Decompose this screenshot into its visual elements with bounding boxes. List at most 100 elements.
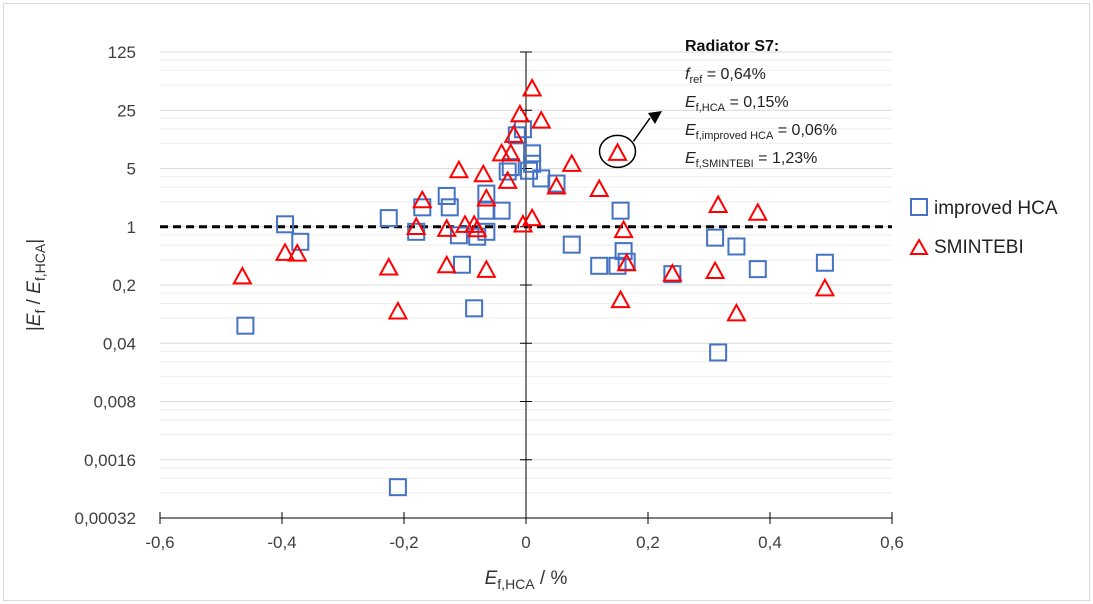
annotation-subscript: f,HCA — [696, 102, 726, 114]
annotation-symbol: f — [685, 66, 691, 83]
point-improved-hca — [748, 260, 767, 279]
annotation-symbol: E — [685, 150, 696, 167]
point-smintebi — [589, 178, 610, 197]
annotation-line: Ef,HCA = 0,15% — [685, 94, 789, 114]
axis-labels: Ef,HCA / % |Ef / Ef,HCA| — [24, 239, 567, 592]
point-improved-hca — [388, 478, 407, 497]
annotation-line: Ef,improved HCA = 0,06% — [685, 122, 837, 142]
point-improved-hca — [440, 198, 459, 217]
point-improved-hca — [236, 316, 255, 335]
x-tick-label: 0,6 — [880, 533, 904, 552]
point-smintebi — [503, 124, 524, 143]
point-smintebi — [467, 218, 488, 238]
point-improved-hca — [492, 201, 511, 220]
point-improved-hca — [465, 299, 484, 318]
annotation-title: Radiator S7: — [685, 38, 779, 55]
y-tick-labels: 125 25 5 1 0,2 0,04 0,008 0,0016 0,00032 — [75, 43, 136, 528]
point-improved-hca — [709, 343, 728, 362]
data-points — [232, 77, 836, 497]
point-improved-hca — [452, 255, 471, 274]
point-smintebi — [412, 189, 433, 209]
y-tick-label: 0,04 — [103, 334, 136, 353]
annotation: Radiator S7:fref = 0,64%Ef,HCA = 0,15%Ef… — [598, 38, 837, 170]
point-smintebi — [500, 142, 521, 162]
annotation-value: = 1,23% — [754, 150, 818, 167]
y-axis-label: |Ef / Ef,HCA| — [24, 239, 48, 331]
point-improved-hca — [590, 256, 609, 275]
annotation-subscript: f,improved HCA — [696, 130, 774, 142]
point-smintebi — [607, 142, 628, 161]
x-tick-label: -0,2 — [389, 533, 418, 552]
point-smintebi — [287, 242, 308, 262]
chart-frame — [3, 3, 1090, 601]
highlight-circle — [598, 134, 637, 169]
point-smintebi — [512, 213, 534, 233]
y-tick-label: 0,00032 — [75, 509, 136, 528]
point-smintebi — [610, 289, 631, 309]
y-tick-label: 125 — [108, 43, 136, 62]
annotation-arrowhead — [648, 111, 662, 124]
point-improved-hca — [706, 228, 725, 247]
point-smintebi — [436, 254, 457, 274]
point-smintebi — [521, 77, 543, 97]
point-smintebi — [436, 218, 457, 237]
point-smintebi — [814, 277, 836, 297]
point-smintebi — [546, 175, 567, 195]
point-improved-hca — [437, 186, 456, 205]
legend: improved HCA SMINTEBI — [909, 198, 1058, 258]
point-improved-hca — [523, 144, 542, 163]
point-improved-hca — [611, 201, 630, 220]
legend-marker-improved-hca — [910, 198, 928, 216]
point-improved-hca — [727, 237, 746, 256]
point-smintebi — [448, 159, 470, 179]
x-tick-label: 0,4 — [758, 533, 782, 552]
annotation-line: fref = 0,64% — [685, 66, 766, 86]
point-improved-hca — [608, 256, 627, 275]
point-smintebi — [378, 256, 399, 276]
point-smintebi — [616, 252, 637, 272]
x-axis-label: Ef,HCA / % — [485, 568, 568, 592]
annotation-symbol: E — [685, 94, 696, 111]
y-tick-label: 0,0016 — [84, 451, 136, 470]
x-tick-label: -0,4 — [267, 533, 296, 552]
x-tick-label: -0,6 — [145, 533, 174, 552]
point-improved-hca — [498, 162, 517, 181]
x-tick-labels: -0,6 -0,4 -0,2 0 0,2 0,4 0,6 — [145, 533, 903, 552]
legend-label-improved-hca: improved HCA — [934, 198, 1058, 219]
point-smintebi — [704, 260, 726, 280]
y-tick-label: 1 — [127, 218, 136, 237]
legend-label-smintebi: SMINTEBI — [934, 237, 1024, 258]
point-smintebi — [662, 263, 683, 282]
point-improved-hca — [477, 184, 496, 203]
point-smintebi — [531, 110, 552, 129]
point-smintebi — [613, 219, 634, 239]
point-smintebi — [707, 194, 729, 213]
point-improved-hca — [562, 235, 581, 254]
point-improved-hca — [379, 209, 398, 228]
annotation-line: Ef,SMINTEBI = 1,23% — [685, 150, 817, 170]
point-smintebi — [387, 300, 409, 320]
point-smintebi — [726, 302, 747, 322]
x-tick-label: 0 — [521, 533, 530, 552]
point-smintebi — [747, 202, 768, 221]
point-smintebi — [561, 153, 582, 172]
y-tick-label: 25 — [117, 101, 136, 120]
point-smintebi — [509, 103, 531, 123]
y-tick-label: 5 — [127, 160, 136, 179]
annotation-arrow-line — [632, 117, 651, 142]
point-smintebi — [476, 187, 497, 207]
point-smintebi — [232, 265, 253, 285]
annotation-symbol: E — [685, 122, 696, 139]
point-improved-hca — [523, 154, 542, 173]
annotation-value: = 0,64% — [702, 66, 766, 83]
annotation-subscript: ref — [689, 74, 703, 86]
point-smintebi — [406, 216, 427, 235]
y-tick-label: 0,008 — [93, 393, 136, 412]
point-improved-hca — [291, 232, 310, 251]
legend-marker-smintebi — [909, 237, 929, 255]
point-smintebi — [274, 242, 296, 261]
point-improved-hca — [547, 174, 566, 193]
x-tick-label: 0,2 — [636, 533, 660, 552]
point-improved-hca — [276, 215, 295, 234]
